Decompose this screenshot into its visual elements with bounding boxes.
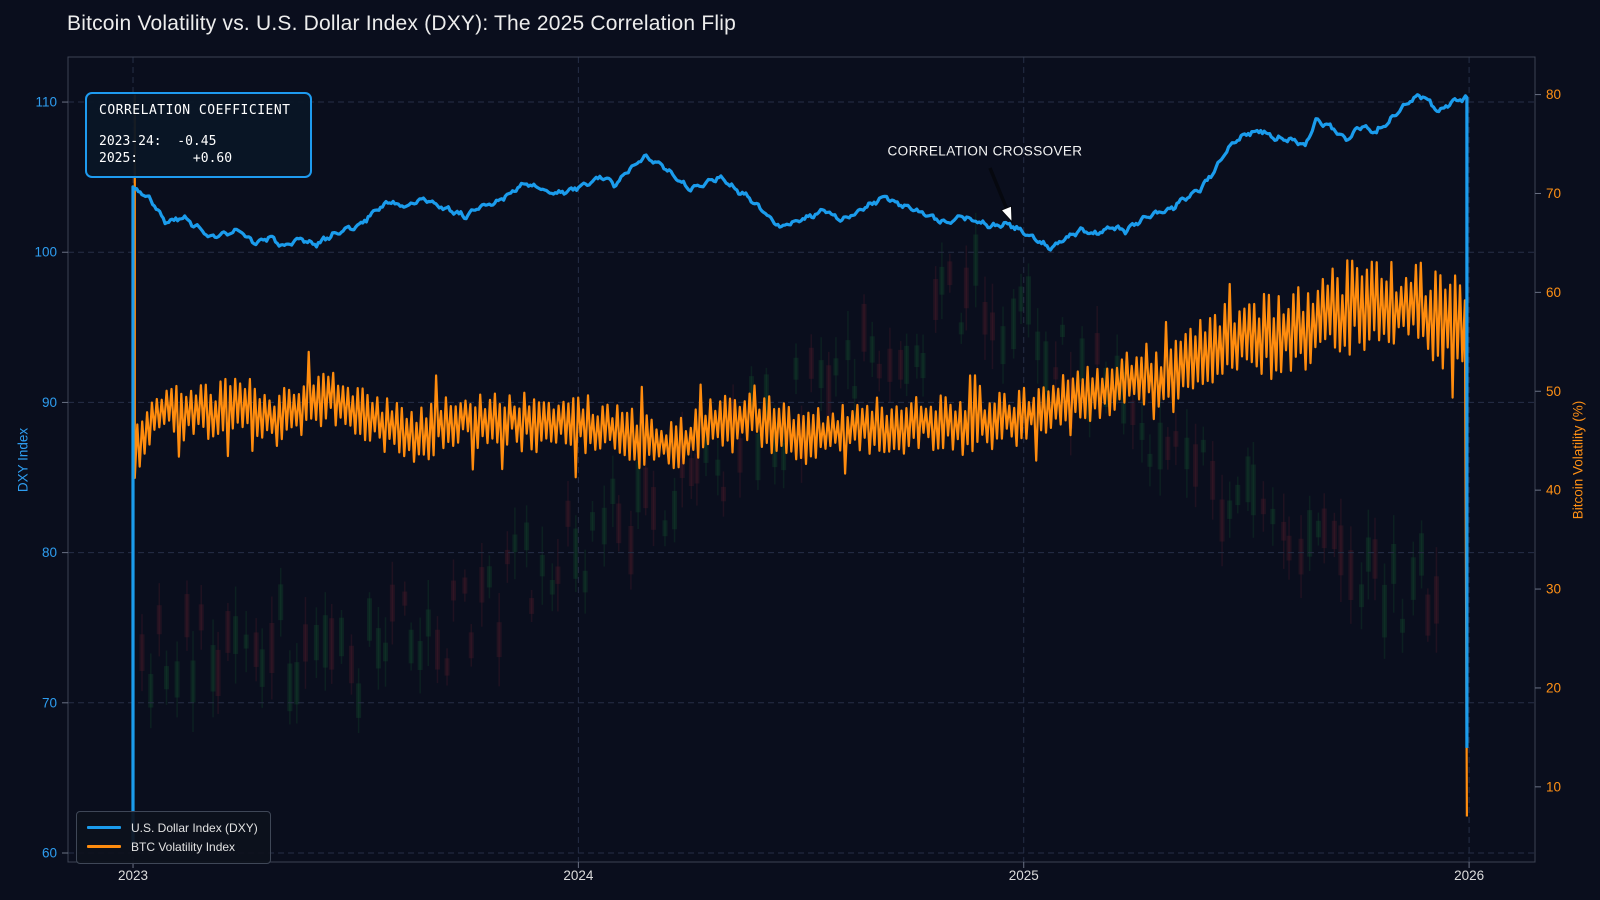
- right-tick-label-60: 60: [1546, 285, 1561, 300]
- correlation-coefficient-box: CORRELATION COEFFICIENT 2023-24: -0.45 2…: [85, 92, 312, 178]
- legend-label-dxy: U.S. Dollar Index (DXY): [131, 820, 258, 835]
- btc-line-swatch: [87, 845, 121, 848]
- left-tick-label-110: 110: [35, 95, 57, 110]
- axis-ticks: 60 70 80 90 100 110 10 20 30 40 50 60 70 80 2023 2024 20…: [34, 87, 1561, 883]
- arrow-head: [1000, 205, 1013, 224]
- right-tick-label-30: 30: [1546, 582, 1561, 597]
- right-tick-label-80: 80: [1546, 87, 1561, 102]
- x-tick-label-2025: 2025: [1009, 868, 1039, 883]
- x-tick-label-2026: 2026: [1454, 868, 1484, 883]
- x-tick-label-2024: 2024: [563, 868, 594, 883]
- correlation-row-2025: 2025: +0.60: [99, 150, 233, 166]
- series-lines: [131, 93, 1469, 846]
- dxy-line: [131, 93, 1469, 846]
- right-tick-label-70: 70: [1546, 186, 1561, 201]
- left-tick-label-60: 60: [42, 845, 57, 860]
- correlation-crossover-annotation: CORRELATION CROSSOVER: [887, 143, 1083, 159]
- right-tick-label-40: 40: [1546, 483, 1561, 498]
- left-tick-label-80: 80: [42, 545, 57, 560]
- legend: U.S. Dollar Index (DXY) BTC Volatility I…: [76, 811, 271, 864]
- chart-title: Bitcoin Volatility vs. U.S. Dollar Index…: [67, 12, 736, 35]
- right-tick-label-20: 20: [1546, 680, 1561, 695]
- x-tick-label-2023: 2023: [118, 868, 148, 883]
- btc-volatility-line: [133, 94, 1469, 817]
- left-tick-label-70: 70: [42, 695, 57, 710]
- left-axis-label: DXY Index: [15, 427, 31, 493]
- left-tick-label-100: 100: [34, 245, 57, 260]
- right-tick-label-50: 50: [1546, 384, 1561, 399]
- correlation-box-title: CORRELATION COEFFICIENT: [99, 103, 291, 118]
- plot-border: [67, 56, 1536, 863]
- legend-item-dxy: U.S. Dollar Index (DXY): [87, 818, 258, 837]
- legend-label-btc: BTC Volatility Index: [131, 839, 236, 854]
- annotation-arrow: [988, 167, 1013, 224]
- legend-item-btc: BTC Volatility Index: [87, 837, 258, 856]
- right-tick-label-10: 10: [1546, 779, 1561, 794]
- right-axis-label: Bitcoin Volatility (%): [1570, 400, 1586, 520]
- correlation-row-2023-24: 2023-24: -0.45: [99, 133, 217, 149]
- background-candles: [139, 212, 1439, 734]
- left-tick-label-90: 90: [42, 395, 57, 410]
- dxy-line-swatch: [87, 826, 121, 829]
